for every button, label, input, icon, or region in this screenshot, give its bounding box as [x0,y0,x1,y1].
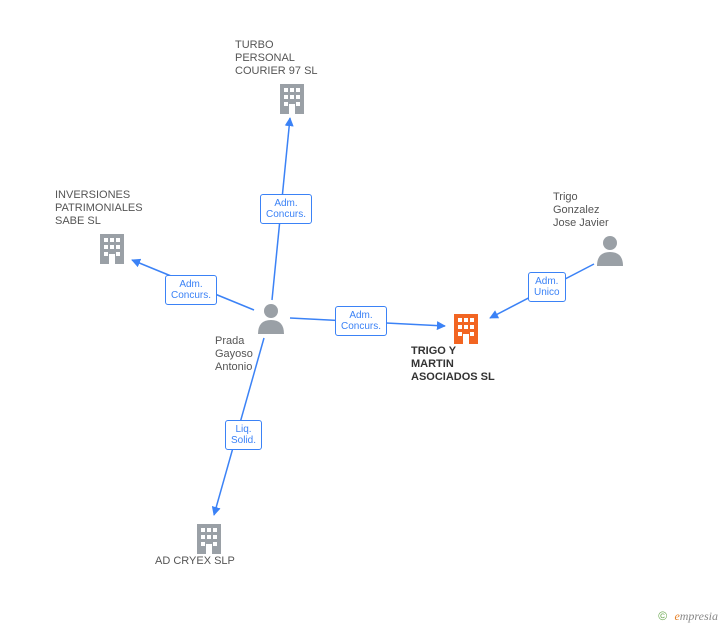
node-label: TURBO PERSONAL COURIER 97 SL [235,39,345,78]
copyright-symbol: © [658,609,667,623]
brand-rest: mpresia [680,609,718,623]
watermark: © empresia [658,609,718,624]
edge-label: Adm. Concurs. [335,306,387,336]
node-label: AD CRYEX SLP [155,555,265,568]
edge-label: Liq. Solid. [225,420,262,450]
node-label: INVERSIONES PATRIMONIALES SABE SL [55,189,165,228]
node-label: TRIGO Y MARTIN ASOCIADOS SL [411,345,521,384]
edge-label: Adm. Unico [528,272,566,302]
edge-label: Adm. Concurs. [165,275,217,305]
node-label: Trigo Gonzalez Jose Javier [553,191,663,230]
building-icon [452,312,480,344]
building-icon [98,232,126,264]
node-label: Prada Gayoso Antonio [215,335,325,374]
building-icon [278,82,306,114]
diagram-canvas: TURBO PERSONAL COURIER 97 SL INVERSIONES… [0,0,728,630]
person-icon [256,302,286,334]
person-icon [595,234,625,266]
building-icon [195,522,223,554]
edge-label: Adm. Concurs. [260,194,312,224]
